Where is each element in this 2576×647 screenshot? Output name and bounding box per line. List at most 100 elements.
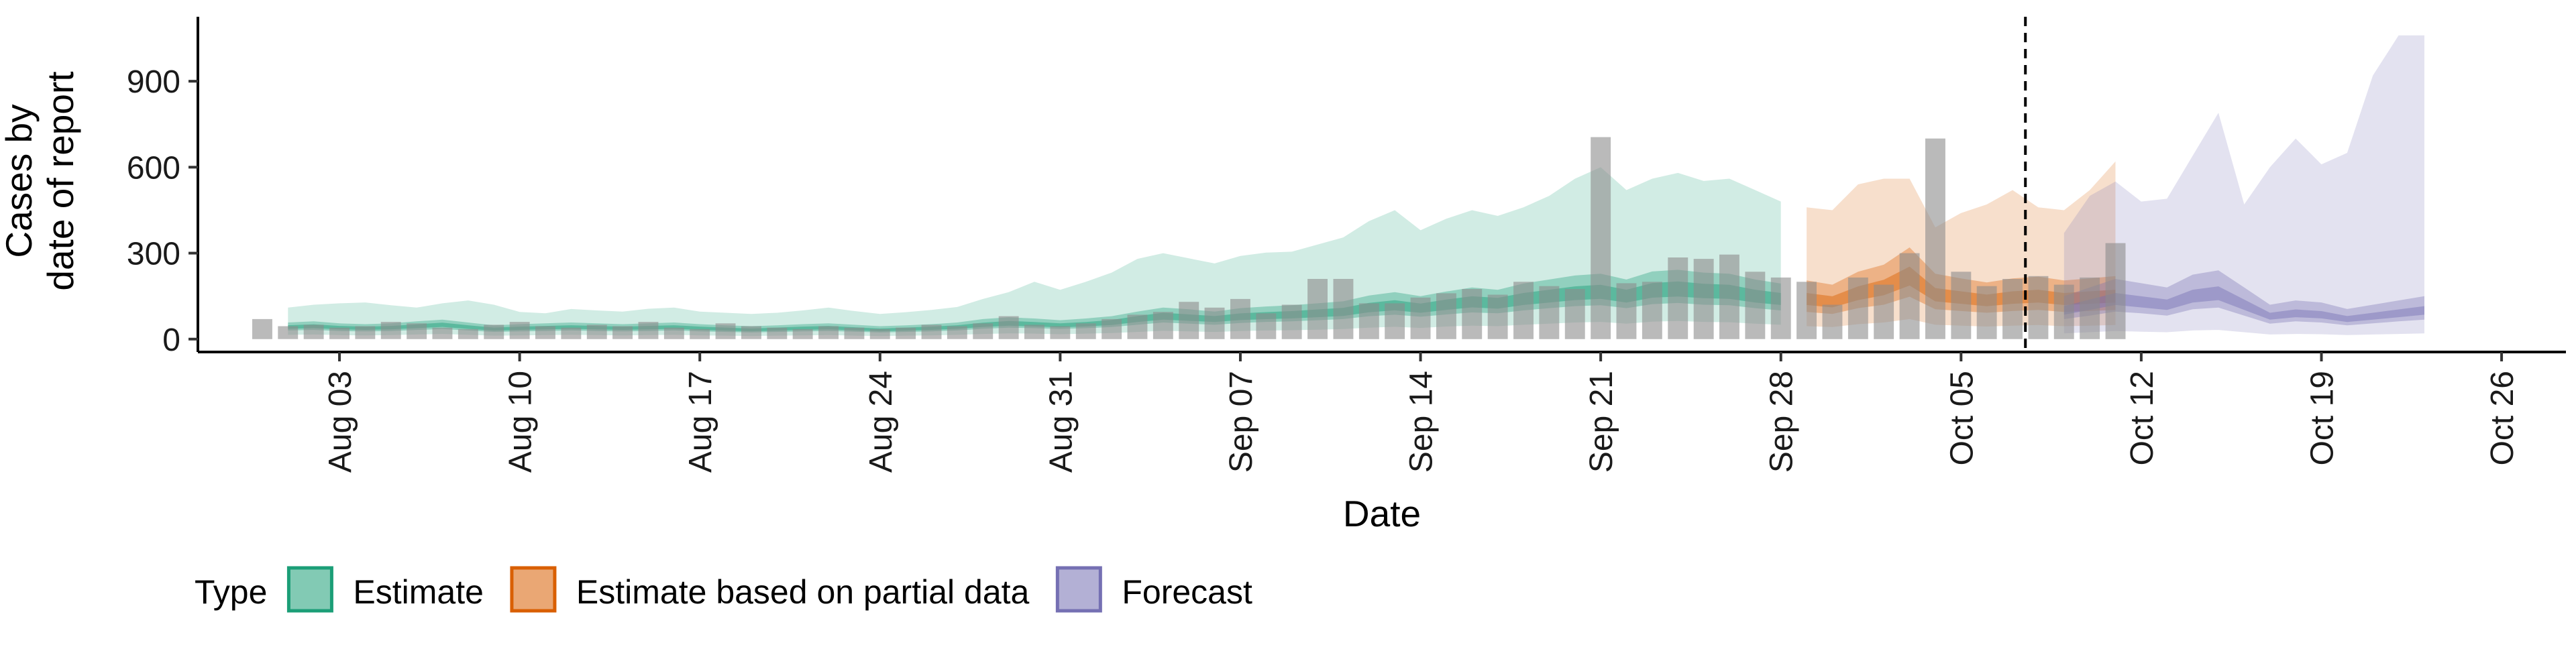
x-tick-label: Oct 05 (1944, 371, 1980, 465)
y-axis-ticks: 0 300 600 900 (127, 64, 198, 358)
case-bar (561, 327, 582, 339)
case-bar (1281, 304, 1302, 339)
case-bar (767, 327, 788, 339)
estimate-band-median (288, 281, 1781, 332)
y-axis-title-line: date of report (40, 71, 81, 290)
case-bar (1668, 257, 1688, 339)
y-tick-label: 900 (127, 64, 180, 100)
case-bar (638, 322, 659, 339)
case-bar (535, 326, 555, 339)
legend-key-estimate (286, 566, 333, 613)
case-bar (1951, 272, 1972, 339)
case-bar (1462, 289, 1483, 339)
x-tick-label: Sep 28 (1764, 371, 1800, 473)
case-bar (690, 329, 710, 339)
x-tick-label: Oct 19 (2305, 371, 2341, 465)
case-bar (329, 327, 350, 339)
case-bar (1899, 253, 1920, 339)
case-bar (1075, 323, 1096, 339)
case-bar (1822, 304, 1843, 339)
case-bar (1256, 313, 1277, 339)
legend: Type Estimate Estimate based on partial da… (195, 566, 1252, 613)
case-bar (586, 325, 607, 339)
case-bar (1385, 303, 1405, 339)
case-bar (1230, 298, 1250, 339)
uncertainty-bands (288, 35, 2424, 337)
observed-case-bars (252, 137, 2126, 339)
case-bar (1333, 279, 1354, 339)
case-bar (278, 326, 299, 339)
case-bar (792, 329, 813, 339)
case-bar (380, 322, 401, 339)
case-bar (921, 325, 942, 339)
legend-swatch (1055, 566, 1102, 613)
y-tick-label: 300 (127, 237, 180, 272)
legend-key-forecast (1055, 566, 1102, 613)
case-bar (998, 316, 1019, 339)
y-tick-label: 600 (127, 150, 180, 186)
case-bar (2105, 243, 2126, 339)
case-bar (1770, 277, 1791, 339)
case-bar (484, 325, 504, 339)
case-bar (818, 326, 839, 339)
forecast-band-median (2063, 286, 2424, 322)
case-bar (1976, 286, 1997, 339)
legend-key-estimate-based-on-partial-data (510, 566, 557, 613)
estimate-band-50 (288, 270, 1781, 333)
x-axis-ticks: Aug 03 Aug 10 Aug 17 Aug 24 Aug 31 Sep 07 Sep … (323, 352, 2520, 473)
legend-label: Estimate (353, 573, 484, 611)
case-bar (663, 327, 684, 339)
case-bar (1642, 282, 1662, 339)
y-axis-title: Cases by date of report (0, 71, 81, 290)
case-bar (407, 323, 427, 339)
case-bar (869, 329, 890, 339)
x-tick-label: Sep 07 (1224, 371, 1259, 473)
forecast-band-90 (2063, 35, 2424, 335)
case-bar (1719, 254, 1739, 339)
x-tick-label: Aug 03 (323, 371, 358, 473)
case-bar (612, 326, 633, 339)
case-bar (2053, 284, 2074, 339)
case-bar (458, 329, 478, 339)
case-bar (1487, 294, 1508, 339)
legend-label: Forecast (1122, 573, 1252, 611)
case-bar (1693, 259, 1714, 339)
x-tick-label: Aug 24 (863, 371, 899, 473)
x-tick-label: Sep 21 (1584, 371, 1619, 473)
x-axis-title: Date (1343, 493, 1421, 534)
x-tick-label: Aug 17 (683, 371, 718, 473)
legend-label: Estimate based on partial data (576, 573, 1030, 611)
case-bar (1847, 277, 1868, 339)
case-bar (1410, 297, 1431, 339)
case-bar (1539, 286, 1560, 339)
case-bar (1127, 314, 1148, 339)
case-bar (1024, 325, 1044, 339)
case-bar (2080, 277, 2100, 339)
x-tick-label: Oct 12 (2125, 371, 2160, 465)
case-bar (355, 326, 376, 339)
case-bar (1745, 272, 1766, 339)
estimate-band-90 (288, 167, 1781, 337)
case-bar (1307, 279, 1328, 339)
x-tick-label: Oct 26 (2485, 371, 2520, 465)
forecast-band-50 (2063, 270, 2424, 326)
case-bar (1179, 302, 1199, 339)
legend-title: Type (195, 573, 267, 611)
case-bar (947, 326, 967, 339)
case-bar (1102, 318, 1122, 339)
x-tick-label: Aug 10 (503, 371, 539, 473)
case-bar (741, 326, 761, 339)
x-tick-label: Aug 31 (1043, 371, 1079, 473)
case-bar (896, 327, 916, 339)
case-bar (1152, 312, 1173, 339)
axes (197, 17, 2566, 353)
legend-swatch (510, 566, 557, 613)
case-bar (252, 318, 272, 339)
case-bar (509, 322, 530, 339)
case-bar (1358, 303, 1379, 339)
case-bar (432, 327, 453, 339)
case-bar (1564, 289, 1585, 339)
case-bar (1436, 293, 1456, 339)
